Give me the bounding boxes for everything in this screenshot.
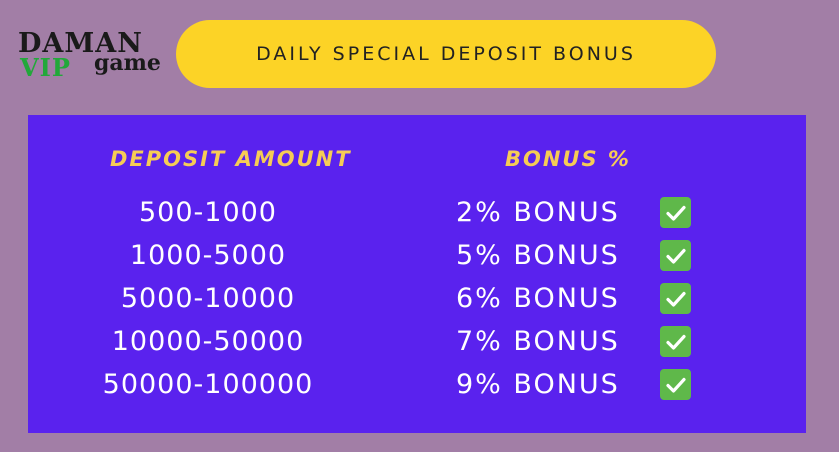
check-mark-icon	[660, 283, 691, 314]
deposit-amount: 50000-100000	[102, 369, 314, 400]
bonus-percent: 7% BONUS	[456, 326, 620, 357]
logo-text-daman: DAMAN	[18, 28, 143, 59]
bonus-table-panel: DEPOSIT AMOUNT BONUS % 500-1000 2% BONUS…	[28, 115, 806, 433]
bonus-percent: 6% BONUS	[456, 283, 620, 314]
header-bonus-percent: BONUS %	[505, 147, 631, 171]
logo: DAMAN VIP game	[16, 30, 166, 90]
bonus-percent: 9% BONUS	[456, 369, 620, 400]
table-row: 500-1000 2% BONUS	[28, 193, 806, 233]
bonus-percent: 2% BONUS	[456, 197, 620, 228]
deposit-amount: 1000-5000	[129, 240, 287, 271]
table-row: 10000-50000 7% BONUS	[28, 322, 806, 362]
header-deposit-amount: DEPOSIT AMOUNT	[110, 147, 352, 171]
check-mark-icon	[660, 369, 691, 400]
table-row: 5000-10000 6% BONUS	[28, 279, 806, 319]
bonus-percent: 5% BONUS	[456, 240, 620, 271]
deposit-amount: 10000-50000	[111, 326, 305, 357]
table-row: 50000-100000 9% BONUS	[28, 365, 806, 405]
promo-title-banner: DAILY SPECIAL DEPOSIT BONUS	[176, 20, 716, 88]
deposit-amount: 5000-10000	[120, 283, 296, 314]
check-mark-icon	[660, 326, 691, 357]
table-row: 1000-5000 5% BONUS	[28, 236, 806, 276]
logo-text-game: game	[94, 50, 161, 76]
logo-text-vip: VIP	[20, 53, 71, 82]
check-mark-icon	[660, 240, 691, 271]
check-mark-icon	[660, 197, 691, 228]
deposit-amount: 500-1000	[139, 197, 277, 228]
